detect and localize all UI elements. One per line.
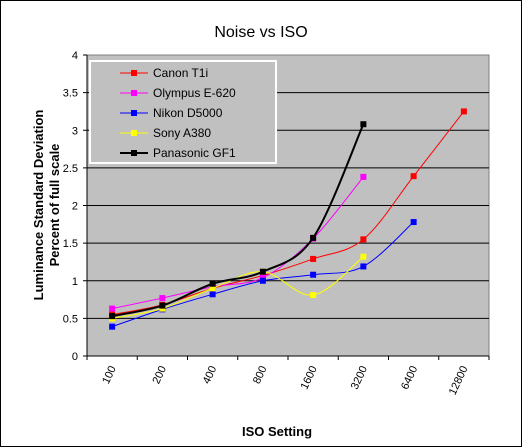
legend-label: Sony A380 bbox=[153, 126, 211, 140]
y-tick-label: 2 bbox=[72, 201, 78, 213]
data-point bbox=[159, 295, 166, 302]
series-panasonic-gf1 bbox=[109, 121, 367, 320]
x-tick-label: 1600 bbox=[299, 364, 320, 391]
y-axis-label-line-1: Luminance Standard Deviation bbox=[31, 110, 46, 301]
data-point bbox=[310, 292, 317, 299]
data-point bbox=[259, 268, 266, 275]
data-point bbox=[159, 302, 166, 309]
data-point bbox=[109, 313, 116, 320]
data-point bbox=[109, 305, 116, 312]
x-tick-label: 12800 bbox=[447, 364, 471, 397]
data-point bbox=[109, 323, 116, 330]
x-tick-label: 3200 bbox=[349, 364, 370, 391]
y-tick-label: 0.5 bbox=[63, 313, 78, 325]
y-tick-label: 1 bbox=[72, 276, 78, 288]
data-point bbox=[360, 173, 367, 180]
y-tick-label: 3 bbox=[72, 125, 78, 137]
data-point bbox=[209, 291, 216, 298]
data-point bbox=[259, 274, 266, 281]
y-tick-label: 2.5 bbox=[63, 163, 78, 175]
x-tick-label: 100 bbox=[100, 364, 119, 386]
legend-label: Panasonic GF1 bbox=[153, 146, 236, 160]
data-point bbox=[360, 263, 367, 270]
data-point bbox=[410, 219, 417, 226]
data-point bbox=[259, 277, 266, 284]
legend-label: Nikon D5000 bbox=[153, 106, 223, 120]
data-point bbox=[159, 305, 166, 312]
legend-label: Olympus E-620 bbox=[153, 86, 236, 100]
legend: Canon T1i Olympus E-620 Nikon D5000 Sony A3… bbox=[89, 60, 277, 164]
x-tick-label: 6400 bbox=[399, 364, 420, 391]
y-axis-ticks: 0 0.5 1 1.5 2 2.5 3 3.5 4 bbox=[63, 50, 88, 363]
series-group bbox=[109, 108, 467, 330]
legend-marker bbox=[131, 70, 137, 76]
x-tick-label: 800 bbox=[251, 364, 270, 386]
y-tick-label: 3.5 bbox=[63, 88, 78, 100]
legend-box bbox=[89, 60, 277, 164]
legend-marker bbox=[131, 110, 137, 116]
x-axis-label: ISO Setting bbox=[242, 424, 312, 439]
data-point bbox=[310, 271, 317, 278]
data-point bbox=[360, 253, 367, 260]
data-point bbox=[360, 236, 367, 243]
x-tick-label: 200 bbox=[150, 364, 169, 386]
data-point bbox=[310, 255, 317, 262]
data-point bbox=[460, 108, 467, 115]
x-axis-ticks: 100 200 400 800 1600 3200 6400 12800 bbox=[86, 355, 490, 397]
legend-marker bbox=[131, 130, 137, 136]
y-axis-label-line-2: Percent of full scale bbox=[47, 144, 62, 267]
data-point bbox=[310, 234, 317, 241]
x-tick-label: 400 bbox=[201, 364, 220, 386]
y-tick-label: 4 bbox=[72, 50, 78, 62]
legend-label: Canon T1i bbox=[153, 66, 208, 80]
chart-title: Noise vs ISO bbox=[214, 24, 307, 41]
data-point bbox=[360, 121, 367, 128]
data-point bbox=[410, 173, 417, 180]
data-point bbox=[209, 285, 216, 292]
legend-marker bbox=[131, 90, 137, 96]
series-line bbox=[112, 256, 364, 319]
y-tick-label: 0 bbox=[72, 351, 78, 363]
data-point bbox=[209, 280, 216, 287]
legend-marker bbox=[131, 150, 137, 156]
y-tick-label: 1.5 bbox=[63, 238, 78, 250]
